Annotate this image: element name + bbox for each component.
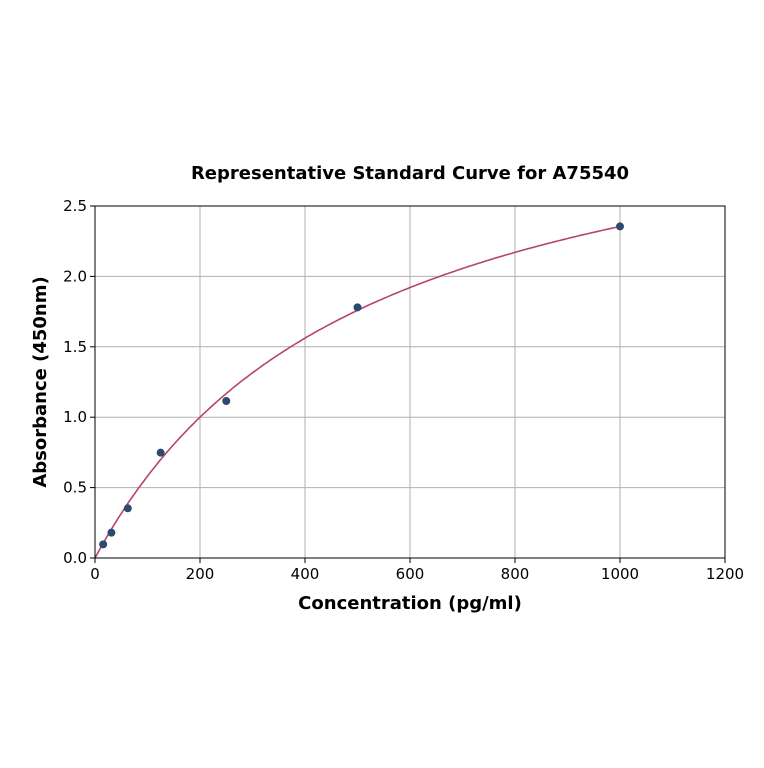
y-tick-label: 0.5 [63,479,87,497]
x-tick-label: 1000 [601,565,639,583]
data-point [99,540,108,549]
x-tick-label: 200 [186,565,215,583]
x-tick-label: 400 [291,565,320,583]
y-tick-label: 1.5 [63,338,87,356]
data-point [353,303,362,312]
chart-title: Representative Standard Curve for A75540 [191,163,629,184]
y-tick-label: 2.0 [63,267,87,285]
x-tick-label: 1200 [706,565,744,583]
x-axis-label: Concentration (pg/ml) [298,593,522,614]
y-axis-label: Absorbance (450nm) [30,276,51,487]
x-tick-label: 800 [501,565,530,583]
y-tick-label: 1.0 [63,408,87,426]
data-point [222,397,231,406]
y-tick-label: 2.5 [63,197,87,215]
x-tick-label: 600 [396,565,425,583]
x-tick-label: 0 [90,565,100,583]
data-point [156,448,165,457]
data-point [123,504,132,513]
y-tick-label: 0.0 [63,549,87,567]
data-point [616,222,624,231]
data-point [107,528,116,537]
plot-frame [94,205,726,559]
